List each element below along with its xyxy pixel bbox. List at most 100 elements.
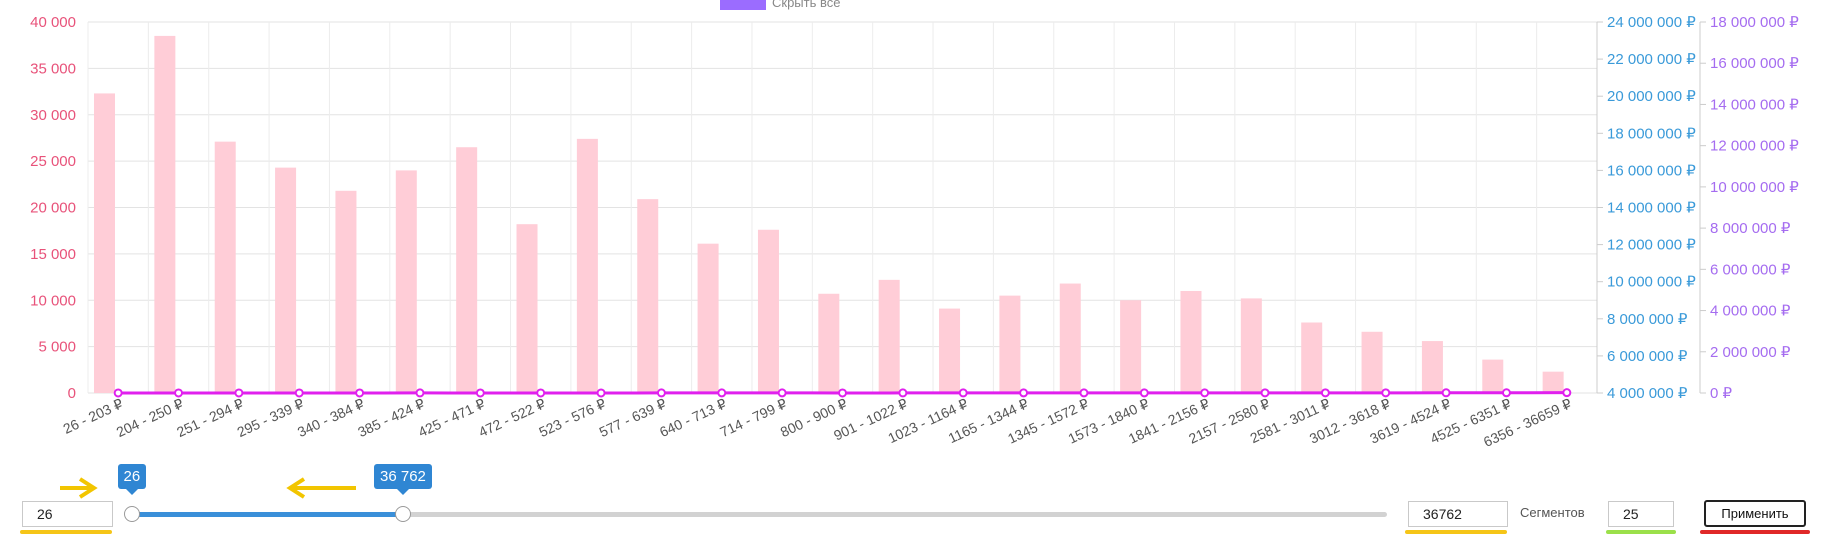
category-tick-label: 385 - 424 ₽ (355, 395, 427, 440)
bar (1421, 341, 1443, 393)
line-point (717, 388, 727, 398)
right2-axis-tick: 10 000 000 ₽ (1710, 179, 1799, 196)
arrow-right-icon (60, 477, 98, 499)
range-min-handle[interactable] (124, 506, 140, 522)
right2-axis-tick: 4 000 000 ₽ (1710, 303, 1791, 320)
line-point (1260, 388, 1270, 398)
legend-label[interactable]: Скрыть все (772, 0, 841, 10)
line-point (1320, 388, 1330, 398)
right2-axis-tick: 8 000 000 ₽ (1710, 220, 1791, 237)
right1-axis-tick: 20 000 000 ₽ (1607, 88, 1696, 105)
line-point (234, 388, 244, 398)
range-controls: 26 36 762 Сегментов Применить (0, 464, 1833, 547)
line-point (1381, 388, 1391, 398)
bar (818, 293, 840, 393)
line-point (898, 388, 908, 398)
bar (1120, 300, 1142, 393)
line-point (958, 388, 968, 398)
category-tick-label: 204 - 250 ₽ (114, 395, 186, 440)
bar (1361, 331, 1383, 393)
segments-input[interactable] (1608, 501, 1674, 527)
category-tick-label: 714 - 799 ₽ (717, 395, 789, 440)
max-input-underline (1405, 530, 1507, 534)
line-point (656, 388, 666, 398)
bar (94, 93, 115, 393)
right1-axis-tick: 10 000 000 ₽ (1607, 274, 1696, 291)
line-point (1139, 388, 1149, 398)
arrow-left-icon (286, 477, 356, 499)
right1-axis-tick: 4 000 000 ₽ (1607, 385, 1688, 402)
category-tick-label: 295 - 339 ₽ (235, 395, 307, 440)
left-axis-tick: 10 000 (30, 292, 76, 309)
right2-axis-tick: 12 000 000 ₽ (1710, 138, 1799, 155)
category-tick-label: 251 - 294 ₽ (174, 395, 246, 440)
range-track[interactable] (132, 512, 1387, 517)
apply-button[interactable]: Применить (1704, 500, 1806, 527)
bar (154, 35, 176, 393)
line-point (777, 388, 787, 398)
line-point (113, 388, 123, 398)
bar (335, 190, 357, 393)
bar (1059, 283, 1081, 393)
right2-axis-tick: 18 000 000 ₽ (1710, 14, 1799, 31)
right2-axis-tick: 16 000 000 ₽ (1710, 55, 1799, 72)
bar (395, 170, 417, 393)
line-point (1079, 388, 1089, 398)
legend-swatch[interactable] (720, 0, 766, 10)
line-point (1562, 388, 1572, 398)
line-point (294, 388, 304, 398)
category-tick-label: 425 - 471 ₽ (416, 395, 488, 440)
category-tick-label: 523 - 576 ₽ (536, 395, 608, 440)
line-point (355, 388, 365, 398)
category-tick-label: 577 - 639 ₽ (597, 395, 669, 440)
line-point (1019, 388, 1029, 398)
range-max-handle[interactable] (395, 506, 411, 522)
control-decorations (60, 477, 356, 499)
bar (214, 141, 236, 393)
right1-axis-tick: 6 000 000 ₽ (1607, 348, 1688, 365)
left-axis-tick: 20 000 (30, 200, 76, 217)
bar (1542, 371, 1564, 393)
right2-axis-tick: 0 ₽ (1710, 385, 1733, 402)
legend[interactable]: Скрыть все (720, 0, 840, 10)
line-point (536, 388, 546, 398)
bar (637, 199, 659, 393)
right2-axis-tick: 14 000 000 ₽ (1710, 96, 1799, 113)
right1-axis-tick: 18 000 000 ₽ (1607, 125, 1696, 142)
min-price-input[interactable] (22, 501, 113, 527)
bar (516, 224, 538, 393)
bar (1482, 359, 1504, 393)
right2-axis-tick: 2 000 000 ₽ (1710, 344, 1791, 361)
range-selection (132, 512, 403, 517)
right1-axis-tick: 12 000 000 ₽ (1607, 237, 1696, 254)
segments-input-underline (1606, 530, 1676, 534)
bar (939, 308, 961, 393)
bar (757, 229, 779, 393)
bar (697, 243, 719, 393)
bar (1301, 322, 1323, 393)
bar (1240, 298, 1262, 393)
bar (576, 138, 598, 393)
left-axis-tick: 30 000 (30, 107, 76, 124)
category-tick-label: 472 - 522 ₽ (476, 395, 548, 440)
bar (275, 167, 297, 393)
apply-button-underline (1700, 530, 1810, 534)
range-max-tooltip: 36 762 (374, 464, 432, 495)
line-point (415, 388, 425, 398)
bar (999, 295, 1021, 393)
range-min-tooltip: 26 (117, 464, 147, 495)
chart: 0 5 000 10 000 15 000 20 000 25 000 30 000 35 0… (30, 14, 1799, 450)
line-point (475, 388, 485, 398)
left-axis-tick: 15 000 (30, 246, 76, 263)
right1-axis-tick: 8 000 000 ₽ (1607, 311, 1688, 328)
left-axis-tick: 0 (68, 385, 76, 402)
segments-label: Сегментов (1520, 505, 1585, 520)
right1-axis-tick: 14 000 000 ₽ (1607, 200, 1696, 217)
right1-axis-tick: 22 000 000 ₽ (1607, 51, 1696, 68)
bar (878, 279, 900, 393)
max-price-input[interactable] (1408, 501, 1508, 527)
left-axis-tick: 5 000 (38, 339, 76, 356)
line-point (1200, 388, 1210, 398)
min-input-underline (20, 530, 112, 534)
line-point (596, 388, 606, 398)
